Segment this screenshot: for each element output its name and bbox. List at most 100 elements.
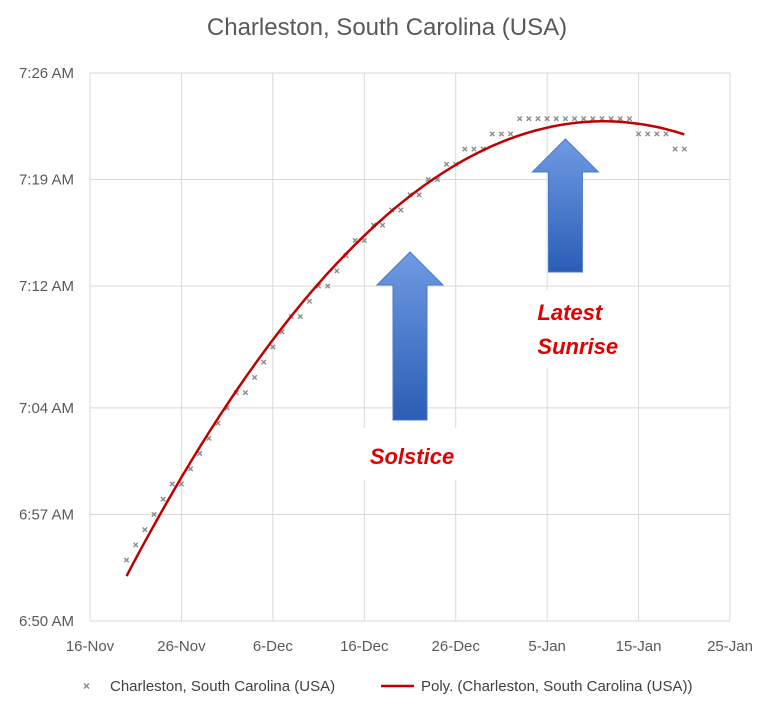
annotations: Solstice Latest Sunrise xyxy=(362,138,638,480)
data-point-stroke xyxy=(617,115,623,122)
data-point-stroke xyxy=(197,450,203,457)
data-point-stroke xyxy=(151,511,157,518)
trendline xyxy=(125,120,685,577)
data-point xyxy=(178,481,185,487)
data-point-stroke xyxy=(645,131,651,137)
data-point xyxy=(270,344,276,350)
data-point xyxy=(645,131,651,137)
x-tick-label: 26-Nov xyxy=(157,638,206,655)
data-point-stroke xyxy=(672,146,678,152)
data-point xyxy=(261,359,267,365)
x-tick-label: 25-Jan xyxy=(707,638,753,655)
data-point-stroke xyxy=(663,131,669,137)
up-arrow xyxy=(375,251,445,421)
data-point-stroke xyxy=(279,329,285,335)
annotation-latest-sunrise-line: Sunrise xyxy=(537,334,618,359)
data-point-stroke xyxy=(535,115,541,122)
legend-label-trend: Poly. (Charleston, South Carolina (USA)) xyxy=(421,678,693,695)
x-axis-ticks: 16-Nov 26-Nov 6-Dec 16-Dec 26-Dec 5-Jan 15-Jan… xyxy=(66,638,753,655)
data-point-stroke xyxy=(325,283,331,289)
data-point xyxy=(133,542,139,548)
y-tick-label: 7:19 AM xyxy=(19,172,74,189)
data-point-stroke xyxy=(370,222,377,228)
data-point-stroke xyxy=(654,131,660,137)
data-point-stroke xyxy=(123,557,130,563)
data-point xyxy=(617,115,623,122)
data-point xyxy=(553,115,559,122)
data-point-stroke xyxy=(581,115,587,122)
data-point-stroke xyxy=(571,115,578,122)
y-tick-label: 7:04 AM xyxy=(19,400,74,417)
data-point xyxy=(416,192,422,198)
data-points xyxy=(123,115,687,563)
data-point-stroke xyxy=(425,176,431,183)
data-point xyxy=(334,268,340,274)
up-arrow xyxy=(531,138,600,273)
data-point xyxy=(123,557,130,563)
data-point xyxy=(306,298,313,305)
data-point-stroke xyxy=(251,374,258,381)
data-point-stroke xyxy=(361,237,367,244)
data-point-stroke xyxy=(187,466,194,472)
data-point-stroke xyxy=(434,176,441,183)
data-point-stroke xyxy=(443,161,450,168)
data-point-stroke xyxy=(590,115,596,122)
data-point xyxy=(443,161,450,168)
data-point xyxy=(581,115,587,122)
data-point xyxy=(251,374,258,381)
x-tick-label: 5-Jan xyxy=(528,638,566,655)
data-point-stroke xyxy=(315,283,322,289)
data-point xyxy=(571,115,578,122)
data-point-stroke xyxy=(498,131,505,137)
data-point xyxy=(297,313,303,320)
data-point xyxy=(361,237,367,244)
annotation-box xyxy=(362,428,468,480)
data-point-stroke xyxy=(242,389,249,396)
legend-label-series: Charleston, South Carolina (USA) xyxy=(110,678,335,695)
data-point xyxy=(160,496,166,502)
data-point-stroke xyxy=(142,526,148,533)
data-point xyxy=(535,115,541,122)
annotation-box xyxy=(527,290,638,368)
data-point xyxy=(325,283,331,289)
y-tick-label: 6:57 AM xyxy=(19,506,74,523)
data-point xyxy=(471,146,477,152)
data-point xyxy=(517,115,523,122)
data-point-stroke xyxy=(553,115,559,122)
legend: Charleston, South Carolina (USA) Poly. (C… xyxy=(83,678,693,695)
data-point xyxy=(498,131,505,137)
data-point xyxy=(590,115,596,122)
x-tick-label: 15-Jan xyxy=(616,638,662,655)
data-point-stroke xyxy=(206,435,212,442)
data-point-stroke xyxy=(462,146,468,152)
data-point-stroke xyxy=(635,131,642,137)
data-point-stroke xyxy=(178,481,185,487)
data-point-stroke xyxy=(507,131,514,137)
x-tick-label: 26-Dec xyxy=(432,638,481,655)
data-point-stroke xyxy=(379,222,386,228)
data-point xyxy=(242,389,249,396)
data-point-stroke xyxy=(517,115,523,122)
chart-title: Charleston, South Carolina (USA) xyxy=(206,14,568,41)
x-tick-label: 6-Dec xyxy=(253,638,294,655)
y-axis-ticks: 6:50 AM 6:57 AM 7:04 AM 7:12 AM 7:19 AM 7:26 … xyxy=(19,65,74,630)
legend-marker-stroke xyxy=(83,683,90,689)
data-point-stroke xyxy=(270,344,276,350)
data-point xyxy=(608,115,614,122)
annotation-solstice: Solstice xyxy=(370,444,454,469)
data-point-stroke xyxy=(160,496,166,502)
data-point xyxy=(626,115,633,122)
data-point xyxy=(681,146,687,152)
data-point-stroke xyxy=(169,481,175,487)
data-point xyxy=(142,526,148,533)
data-point xyxy=(654,131,660,137)
y-tick-label: 7:12 AM xyxy=(19,278,74,295)
data-point xyxy=(489,131,495,137)
data-point-stroke xyxy=(544,115,550,122)
data-point xyxy=(526,115,532,122)
x-tick-label: 16-Nov xyxy=(66,638,115,655)
data-point-stroke xyxy=(215,420,221,426)
data-point-stroke xyxy=(343,252,349,259)
data-point-stroke xyxy=(608,115,614,122)
